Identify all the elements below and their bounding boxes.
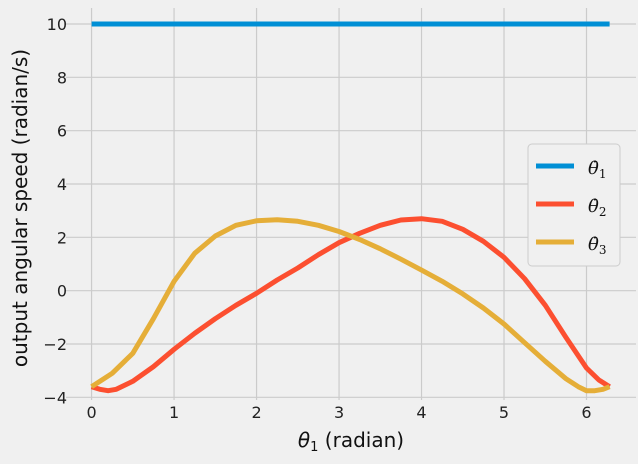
y-tick-label: 6 — [57, 122, 67, 141]
x-tick-labels: 0 1 2 3 4 5 6 — [86, 403, 591, 422]
x-tick-label: 3 — [334, 403, 344, 422]
legend-label-3: θ̇3 — [588, 234, 606, 257]
x-tick-label: 4 — [416, 403, 426, 422]
legend-label-1: θ̇1 — [588, 158, 606, 181]
series-lines — [90, 21, 611, 394]
grid — [66, 8, 636, 400]
legend: θ̇1 θ̇2 θ̇3 — [527, 143, 621, 267]
series-line-2 — [90, 216, 611, 394]
y-tick-label: 8 — [57, 68, 67, 87]
y-tick-label: −2 — [43, 335, 67, 354]
x-tick-label: 0 — [86, 403, 96, 422]
y-tick-label: 10 — [47, 15, 67, 34]
legend-label-2: θ̇2 — [588, 196, 606, 219]
y-tick-label: 0 — [57, 282, 67, 301]
y-tick-labels: −4 −2 0 2 4 6 8 10 — [43, 15, 67, 407]
y-tick-label: 4 — [57, 175, 67, 194]
series-line-3 — [90, 217, 611, 394]
x-axis-label: θ1 (radian) — [298, 428, 404, 455]
x-tick-label: 1 — [169, 403, 179, 422]
y-tick-label: −4 — [43, 388, 67, 407]
y-tick-label: 2 — [57, 228, 67, 247]
x-tick-label: 5 — [499, 403, 509, 422]
x-tick-label: 6 — [581, 403, 591, 422]
y-axis-label: output angular speed (radian/s) — [8, 49, 32, 367]
x-tick-label: 2 — [251, 403, 261, 422]
